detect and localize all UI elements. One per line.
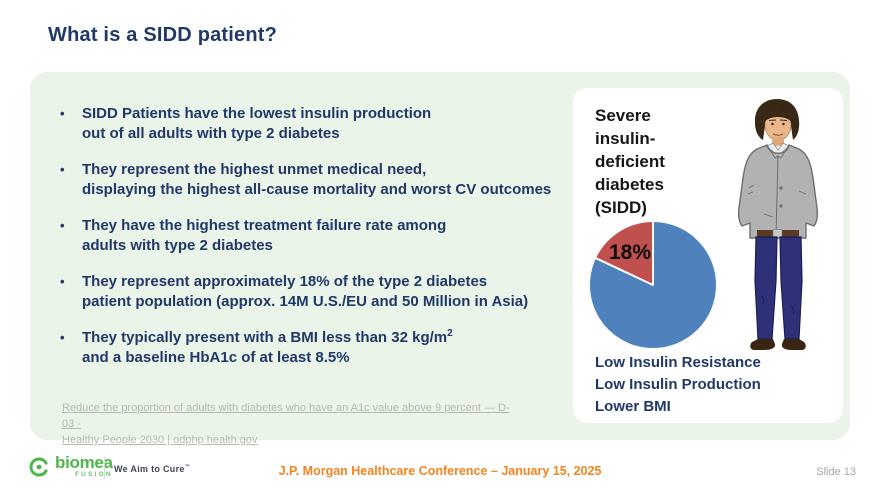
bullet-text: SIDD Patients have the lowest insulin pr… <box>82 105 432 142</box>
pie-chart: 18% <box>586 218 720 352</box>
footer-divider <box>104 457 105 479</box>
page-title: What is a SIDD patient? <box>48 24 278 46</box>
bullet-icon: • <box>60 330 65 345</box>
patient-illustration <box>719 96 837 356</box>
pie-captions: Low Insulin Resistance Low Insulin Produ… <box>595 354 761 415</box>
slide-number: Slide 13 <box>816 466 856 478</box>
bullet-text: They represent the highest unmet medical… <box>82 161 552 198</box>
bullet-icon: • <box>60 162 65 177</box>
company-tagline: We Aim to Cure™ <box>114 464 191 474</box>
content-panel: • SIDD Patients have the lowest insulin … <box>30 72 850 446</box>
pie-chart-svg: 18% <box>588 220 718 350</box>
list-item: • They represent the highest unmet medic… <box>60 160 565 199</box>
superscript: 2 <box>447 328 453 339</box>
bullet-icon: • <box>60 274 65 289</box>
bullet-list: • SIDD Patients have the lowest insulin … <box>60 104 565 384</box>
list-item: • They represent approximately 18% of th… <box>60 272 565 311</box>
logo-wordmark: biomea <box>55 453 113 472</box>
list-item: • SIDD Patients have the lowest insulin … <box>60 104 565 143</box>
list-item: • They have the highest treatment failur… <box>60 216 565 255</box>
bullet-text: They represent approximately 18% of the … <box>82 273 529 310</box>
list-item: • They typically present with a BMI less… <box>60 328 565 367</box>
bullet-text: They typically present with a BMI less t… <box>82 328 453 366</box>
biomea-logo-icon <box>29 457 49 477</box>
bullet-text: They have the highest treatment failure … <box>82 217 447 254</box>
conference-footer-text: J.P. Morgan Healthcare Conference – Janu… <box>278 464 602 478</box>
trademark-mark: ™ <box>184 464 191 470</box>
logo-sub-wordmark: FUSION <box>74 471 113 478</box>
bullet-icon: • <box>60 218 65 233</box>
pie-data-label: 18% <box>609 241 651 264</box>
patient-illustration-svg <box>737 99 819 350</box>
card-heading: Severe insulin- deficient diabetes (SIDD… <box>595 106 665 217</box>
biomea-fusion-logo: biomea FUSION <box>28 453 113 479</box>
sidd-card: Severe insulin- deficient diabetes (SIDD… <box>573 88 843 423</box>
footnote-link[interactable]: Reduce the proportion of adults with dia… <box>62 402 510 446</box>
bullet-icon: • <box>60 106 65 121</box>
pie-slice-sidd <box>594 220 654 286</box>
